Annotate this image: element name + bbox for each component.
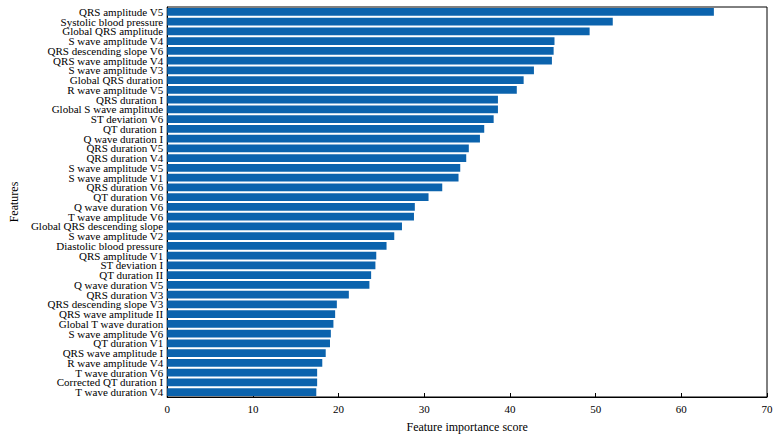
svg-text:S wave amplitude V4: S wave amplitude V4 [68,35,164,48]
svg-text:Corrected QT duration I: Corrected QT duration I [56,376,164,389]
svg-text:70: 70 [762,403,774,415]
svg-text:10: 10 [247,403,259,415]
svg-text:Global S wave amplitude: Global S wave amplitude [51,103,164,116]
svg-text:Global QRS descending slope: Global QRS descending slope [30,220,164,233]
svg-text:ST deviation V6: ST deviation V6 [90,113,164,126]
svg-text:QRS duration V5: QRS duration V5 [86,142,164,155]
svg-text:QT duration II: QT duration II [99,269,164,282]
svg-text:QRS amplitude V1: QRS amplitude V1 [79,249,164,262]
svg-text:40: 40 [504,403,516,415]
svg-text:QRS amplitude V5: QRS amplitude V5 [79,5,164,18]
svg-text:ST deviation I: ST deviation I [100,259,164,272]
svg-text:T wave amplitude V6: T wave amplitude V6 [68,210,164,223]
svg-text:R wave amplitude V5: R wave amplitude V5 [67,83,164,96]
svg-text:S wave amplitude V1: S wave amplitude V1 [68,171,164,184]
svg-text:Feature importance score: Feature importance score [406,420,527,434]
svg-text:QRS duration V3: QRS duration V3 [86,288,164,301]
svg-text:QRS descending slope V3: QRS descending slope V3 [47,298,164,311]
svg-text:QRS wave amplitude V4: QRS wave amplitude V4 [53,54,164,67]
svg-text:QRS descending slope V6: QRS descending slope V6 [47,44,164,57]
svg-text:30: 30 [419,403,431,415]
svg-text:20: 20 [333,403,345,415]
svg-text:QRS duration V4: QRS duration V4 [86,152,164,165]
svg-text:Global QRS duration: Global QRS duration [69,74,164,87]
svg-text:QT duration I: QT duration I [102,122,164,135]
svg-text:S wave amplitude V6: S wave amplitude V6 [68,327,164,340]
svg-text:T wave duration V6: T wave duration V6 [75,366,164,379]
svg-text:Features: Features [7,181,21,222]
svg-text:R wave amplitude V4: R wave amplitude V4 [67,356,164,369]
svg-text:Q wave duration V6: Q wave duration V6 [73,200,164,213]
svg-text:S wave amplitude V5: S wave amplitude V5 [68,161,164,174]
svg-text:S wave amplitude V3: S wave amplitude V3 [68,64,164,77]
svg-text:Global T wave duration: Global T wave duration [58,317,164,330]
svg-text:QRS duration I: QRS duration I [96,93,164,106]
svg-text:QT duration V1: QT duration V1 [93,337,164,350]
svg-text:QRS wave amplitude II: QRS wave amplitude II [59,308,164,321]
svg-text:QRS wave amplitude I: QRS wave amplitude I [62,347,164,360]
svg-text:S wave amplitude V2: S wave amplitude V2 [68,230,164,243]
svg-text:50: 50 [590,403,602,415]
svg-text:Q wave duration I: Q wave duration I [83,132,164,145]
svg-text:Global QRS amplitude: Global QRS amplitude [62,25,164,38]
svg-text:Systolic blood pressure: Systolic blood pressure [60,15,164,28]
svg-text:0: 0 [164,403,170,415]
svg-text:T wave duration V4: T wave duration V4 [75,386,163,398]
svg-text:60: 60 [676,403,688,415]
svg-text:QT duration V6: QT duration V6 [93,191,164,204]
svg-text:Q wave duration V5: Q wave duration V5 [73,278,164,291]
svg-text:QRS duration V6: QRS duration V6 [86,181,164,194]
svg-text:Diastolic blood pressure: Diastolic blood pressure [56,239,164,252]
